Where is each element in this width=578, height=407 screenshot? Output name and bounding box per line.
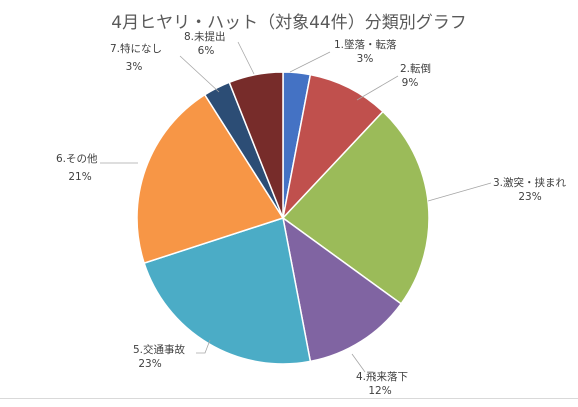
- pie-slice-6: [136, 93, 285, 265]
- chart-title: 4月ヒヤリ・ハット（対象44件）分類別グラフ: [111, 13, 467, 33]
- slice-label-2: 2.転倒: [400, 63, 431, 75]
- leader-line-3: [427, 182, 492, 202]
- slice-percent-1: 3%: [357, 53, 374, 65]
- leader-line-2: [356, 75, 399, 101]
- slice-label-1: 1.墜落・転落: [334, 38, 397, 51]
- leader-line-1: [289, 51, 331, 73]
- leader-line-7: [179, 55, 220, 93]
- slice-label-3: 3.激突・挟まれ: [493, 176, 567, 189]
- slice-label-6: 6.その他: [56, 152, 98, 165]
- slice-percent-3: 23%: [518, 191, 541, 203]
- chart-frame-bottom: [0, 398, 578, 399]
- leader-line-8: [237, 41, 255, 75]
- pie-slice-4: [281, 216, 403, 363]
- leader-line-4: [351, 353, 366, 373]
- slice-percent-4: 12%: [368, 385, 391, 397]
- leader-line-5: [196, 339, 211, 354]
- pie-slice-3: [281, 110, 430, 305]
- pie-slice-8: [228, 71, 284, 219]
- slice-percent-5: 23%: [138, 358, 161, 370]
- pie-slice-2: [281, 73, 385, 221]
- slice-percent-2: 9%: [402, 77, 419, 89]
- slice-label-7: 7.特になし: [110, 43, 162, 55]
- slice-label-4: 4.飛来落下: [356, 371, 408, 383]
- slice-percent-6: 21%: [68, 171, 91, 183]
- slice-label-5: 5.交通事故: [133, 343, 186, 356]
- slice-percent-7: 3%: [126, 61, 143, 73]
- slice-label-8: 8.未提出: [184, 30, 226, 43]
- slice-percent-8: 6%: [198, 45, 215, 57]
